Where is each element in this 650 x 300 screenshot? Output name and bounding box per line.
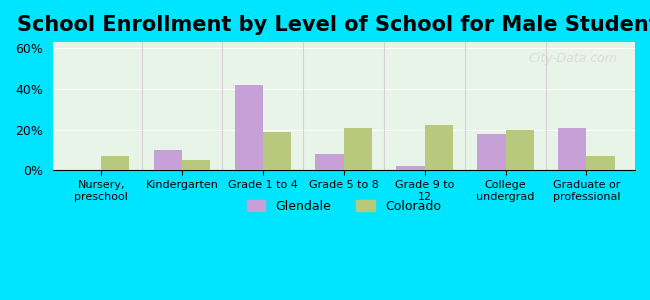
Bar: [263, 132, 291, 170]
Title: School Enrollment by Level of School for Male Students: School Enrollment by Level of School for…: [17, 15, 650, 35]
Bar: [477, 134, 506, 170]
Bar: [506, 130, 534, 170]
Bar: [396, 166, 424, 170]
Bar: [344, 128, 372, 170]
Bar: [235, 85, 263, 170]
Bar: [424, 125, 453, 170]
Legend: Glendale, Colorado: Glendale, Colorado: [242, 195, 446, 218]
Bar: [558, 128, 586, 170]
Bar: [153, 150, 182, 170]
Bar: [586, 156, 615, 170]
Bar: [315, 154, 344, 170]
Bar: [182, 160, 211, 170]
Bar: [101, 156, 129, 170]
Text: City-Data.com: City-Data.com: [528, 52, 618, 65]
